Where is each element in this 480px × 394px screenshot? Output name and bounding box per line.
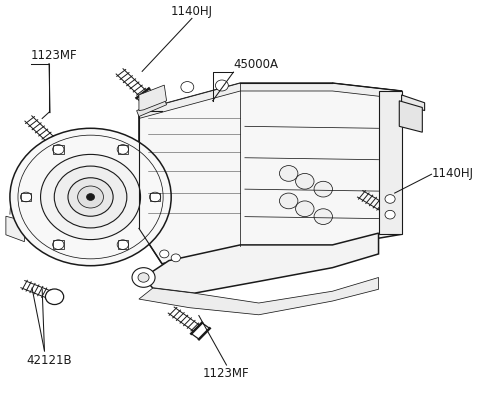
Circle shape bbox=[40, 154, 141, 240]
Circle shape bbox=[385, 195, 395, 203]
Circle shape bbox=[160, 250, 169, 258]
Polygon shape bbox=[137, 99, 167, 117]
Circle shape bbox=[296, 173, 314, 189]
Circle shape bbox=[138, 273, 149, 282]
Circle shape bbox=[279, 193, 298, 209]
Circle shape bbox=[53, 145, 64, 154]
Circle shape bbox=[296, 201, 314, 217]
Circle shape bbox=[385, 210, 395, 219]
Circle shape bbox=[216, 80, 228, 91]
Circle shape bbox=[117, 145, 129, 154]
Text: 45000A: 45000A bbox=[233, 58, 278, 71]
Circle shape bbox=[314, 181, 333, 197]
Polygon shape bbox=[402, 95, 425, 111]
Polygon shape bbox=[139, 83, 402, 119]
Polygon shape bbox=[139, 83, 402, 264]
Circle shape bbox=[117, 240, 129, 249]
Circle shape bbox=[132, 268, 155, 287]
Polygon shape bbox=[379, 91, 402, 234]
Text: 1123MF: 1123MF bbox=[203, 366, 250, 379]
Circle shape bbox=[314, 209, 333, 225]
Polygon shape bbox=[6, 216, 24, 242]
Polygon shape bbox=[144, 233, 379, 293]
Text: 1123MF: 1123MF bbox=[31, 48, 77, 61]
Circle shape bbox=[86, 193, 95, 201]
Circle shape bbox=[171, 254, 180, 262]
Text: 1140HJ: 1140HJ bbox=[171, 6, 213, 19]
Circle shape bbox=[46, 289, 64, 305]
Text: 42121B: 42121B bbox=[26, 354, 72, 367]
Polygon shape bbox=[399, 101, 422, 132]
Circle shape bbox=[279, 165, 298, 181]
Circle shape bbox=[20, 192, 32, 202]
Circle shape bbox=[78, 186, 104, 208]
Circle shape bbox=[68, 178, 113, 216]
Polygon shape bbox=[139, 277, 379, 315]
Polygon shape bbox=[139, 85, 167, 111]
Circle shape bbox=[53, 240, 64, 249]
Circle shape bbox=[149, 192, 161, 202]
Circle shape bbox=[10, 128, 171, 266]
Circle shape bbox=[54, 166, 127, 228]
Circle shape bbox=[181, 82, 194, 93]
Text: 1140HJ: 1140HJ bbox=[432, 167, 474, 180]
